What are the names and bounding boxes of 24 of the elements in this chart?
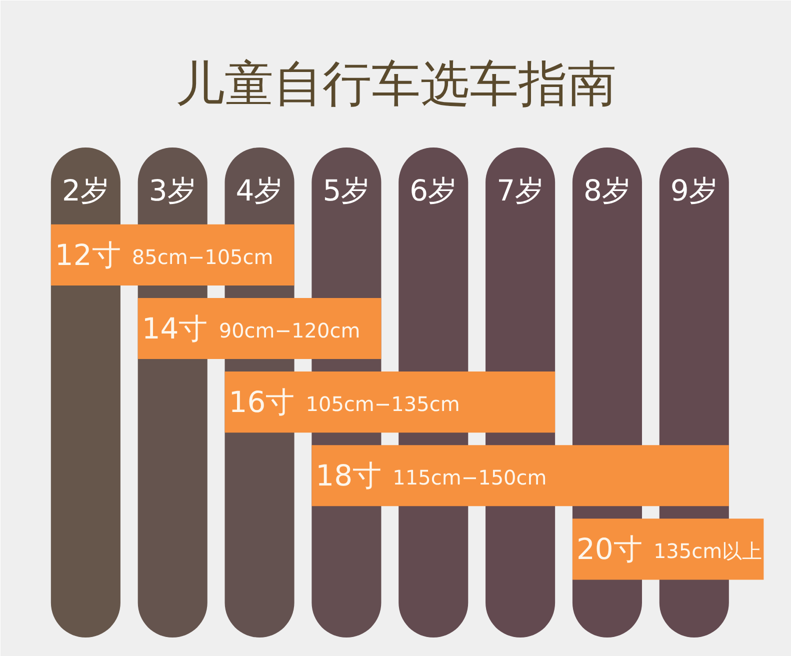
annotation: 105cm−135cm bbox=[306, 392, 460, 416]
annotation: 135cm以上 bbox=[653, 539, 762, 564]
bar bbox=[138, 298, 382, 360]
annotation: 115cm−150cm bbox=[392, 466, 547, 490]
x-tick-label: 6岁 bbox=[410, 174, 458, 208]
x-tick-label: 8岁 bbox=[584, 174, 631, 208]
x-tick-label: 2岁 bbox=[62, 174, 110, 208]
y-tick-label: 16寸 bbox=[228, 385, 295, 420]
annotation: 85cm−105cm bbox=[132, 244, 274, 269]
y-tick-label: 20寸 bbox=[576, 532, 642, 566]
bar bbox=[50, 224, 294, 286]
y-tick-label: 14寸 bbox=[142, 311, 208, 346]
x-tick-label: 4岁 bbox=[236, 174, 284, 208]
bar bbox=[572, 518, 764, 580]
x-tick-label: 7岁 bbox=[496, 174, 544, 208]
x-tick-label: 5岁 bbox=[322, 174, 370, 208]
y-tick-label: 12寸 bbox=[54, 238, 121, 272]
annotation: 90cm−120cm bbox=[218, 318, 360, 342]
chart-title: 儿童自行车选车指南 bbox=[176, 56, 616, 112]
bar bbox=[312, 445, 729, 506]
y-tick-label: 18寸 bbox=[316, 458, 382, 493]
x-tick-label: 3岁 bbox=[148, 174, 196, 208]
bar bbox=[224, 372, 556, 433]
x-tick-label: 9岁 bbox=[670, 174, 718, 208]
